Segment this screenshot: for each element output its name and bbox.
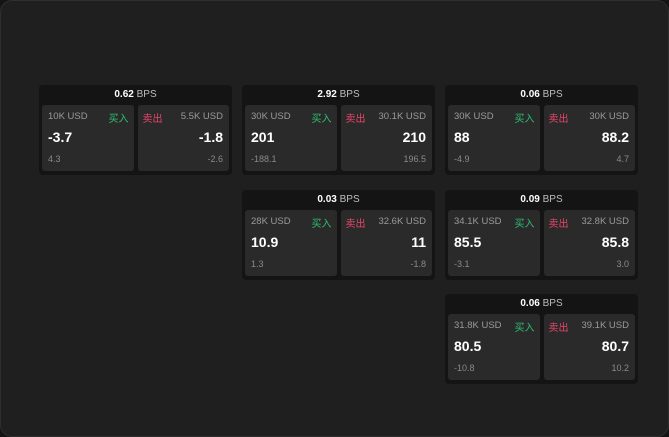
sell-amount: 30.1K USD xyxy=(378,111,426,122)
spread-unit: BPS xyxy=(339,89,360,100)
spread-header: 0.03 BPS xyxy=(242,190,435,210)
buy-label: 买入 xyxy=(108,114,129,125)
spread-header: 0.06 BPS xyxy=(445,85,638,105)
buy-price: 88 xyxy=(454,129,470,145)
buy-amount: 28K USD xyxy=(251,216,291,227)
sell-amount: 30K USD xyxy=(589,111,629,122)
sell-amount: 32.6K USD xyxy=(378,216,426,227)
spread-header: 0.09 BPS xyxy=(445,190,638,210)
sell-change: -2.6 xyxy=(207,154,223,164)
buy-label: 买入 xyxy=(514,219,535,230)
sell-button[interactable]: 卖出 30.1K USD 210 196.5 xyxy=(340,105,432,171)
buy-button[interactable]: 31.8K USD 买入 80.5 -10.8 xyxy=(448,314,540,380)
quote-card: 0.06 BPS 30K USD 买入 88 -4.9 卖出 30K USD 8… xyxy=(445,85,638,175)
buy-amount: 10K USD xyxy=(48,111,88,122)
buy-label: 买入 xyxy=(311,219,332,230)
spread-header: 0.62 BPS xyxy=(39,85,232,105)
spread-unit: BPS xyxy=(542,298,563,309)
buy-label: 买入 xyxy=(514,114,535,125)
sell-change: 196.5 xyxy=(403,154,426,164)
spread-header: 2.92 BPS xyxy=(242,85,435,105)
quote-card: 0.03 BPS 28K USD 买入 10.9 1.3 卖出 32.6K US… xyxy=(242,190,435,280)
spread-header: 0.06 BPS xyxy=(445,294,638,314)
buy-button[interactable]: 30K USD 买入 201 -188.1 xyxy=(245,105,337,171)
buy-change: 1.3 xyxy=(251,259,264,269)
buy-price: 85.5 xyxy=(454,234,482,250)
quote-card: 0.06 BPS 31.8K USD 买入 80.5 -10.8 卖出 39.1… xyxy=(445,294,638,384)
spread-unit: BPS xyxy=(136,89,157,100)
sell-amount: 5.5K USD xyxy=(180,111,223,122)
buy-amount: 30K USD xyxy=(454,111,494,122)
buy-amount: 34.1K USD xyxy=(454,216,502,227)
spread-value: 2.92 xyxy=(317,89,337,100)
buy-button[interactable]: 30K USD 买入 88 -4.9 xyxy=(448,105,540,171)
quote-card: 2.92 BPS 30K USD 买入 201 -188.1 卖出 30.1K … xyxy=(242,85,435,175)
sell-change: -1.8 xyxy=(410,259,426,269)
sell-amount: 32.8K USD xyxy=(581,216,629,227)
buy-amount: 30K USD xyxy=(251,111,291,122)
spread-value: 0.62 xyxy=(114,89,134,100)
sell-change: 4.7 xyxy=(616,154,629,164)
spread-value: 0.09 xyxy=(520,194,540,205)
buy-change: -4.9 xyxy=(454,154,470,164)
sell-price: 88.2 xyxy=(601,129,629,145)
spread-unit: BPS xyxy=(542,194,563,205)
sell-button[interactable]: 卖出 30K USD 88.2 4.7 xyxy=(543,105,635,171)
sell-amount: 39.1K USD xyxy=(581,320,629,331)
buy-change: -3.1 xyxy=(454,259,470,269)
sell-change: 3.0 xyxy=(616,259,629,269)
spread-value: 0.03 xyxy=(317,194,337,205)
buy-change: 4.3 xyxy=(48,154,61,164)
buy-price: 10.9 xyxy=(251,234,279,250)
buy-label: 买入 xyxy=(514,323,535,334)
buy-label: 买入 xyxy=(311,114,332,125)
buy-button[interactable]: 34.1K USD 买入 85.5 -3.1 xyxy=(448,210,540,276)
spread-value: 0.06 xyxy=(520,89,540,100)
buy-button[interactable]: 28K USD 买入 10.9 1.3 xyxy=(245,210,337,276)
sell-price: 85.8 xyxy=(601,234,629,250)
sell-button[interactable]: 卖出 5.5K USD -1.8 -2.6 xyxy=(137,105,229,171)
spread-value: 0.06 xyxy=(520,298,540,309)
buy-price: -3.7 xyxy=(48,129,73,145)
buy-price: 80.5 xyxy=(454,338,482,354)
sell-button[interactable]: 卖出 32.6K USD 11 -1.8 xyxy=(340,210,432,276)
quote-card: 0.09 BPS 34.1K USD 买入 85.5 -3.1 卖出 32.8K… xyxy=(445,190,638,280)
buy-price: 201 xyxy=(251,129,275,145)
quote-card: 0.62 BPS 10K USD 买入 -3.7 4.3 卖出 5.5K USD… xyxy=(39,85,232,175)
spread-unit: BPS xyxy=(542,89,563,100)
sell-label: 卖出 xyxy=(345,114,366,125)
sell-label: 卖出 xyxy=(345,219,366,230)
buy-button[interactable]: 10K USD 买入 -3.7 4.3 xyxy=(42,105,134,171)
sell-price: 80.7 xyxy=(601,338,629,354)
sell-label: 卖出 xyxy=(142,114,163,125)
spread-unit: BPS xyxy=(339,194,360,205)
sell-price: -1.8 xyxy=(198,129,223,145)
sell-label: 卖出 xyxy=(548,219,569,230)
sell-price: 210 xyxy=(402,129,426,145)
sell-button[interactable]: 卖出 39.1K USD 80.7 10.2 xyxy=(543,314,635,380)
sell-label: 卖出 xyxy=(548,323,569,334)
sell-change: 10.2 xyxy=(611,363,629,373)
buy-amount: 31.8K USD xyxy=(454,320,502,331)
sell-price: 11 xyxy=(411,234,426,250)
sell-button[interactable]: 卖出 32.8K USD 85.8 3.0 xyxy=(543,210,635,276)
buy-change: -10.8 xyxy=(454,363,475,373)
buy-change: -188.1 xyxy=(251,154,277,164)
sell-label: 卖出 xyxy=(548,114,569,125)
